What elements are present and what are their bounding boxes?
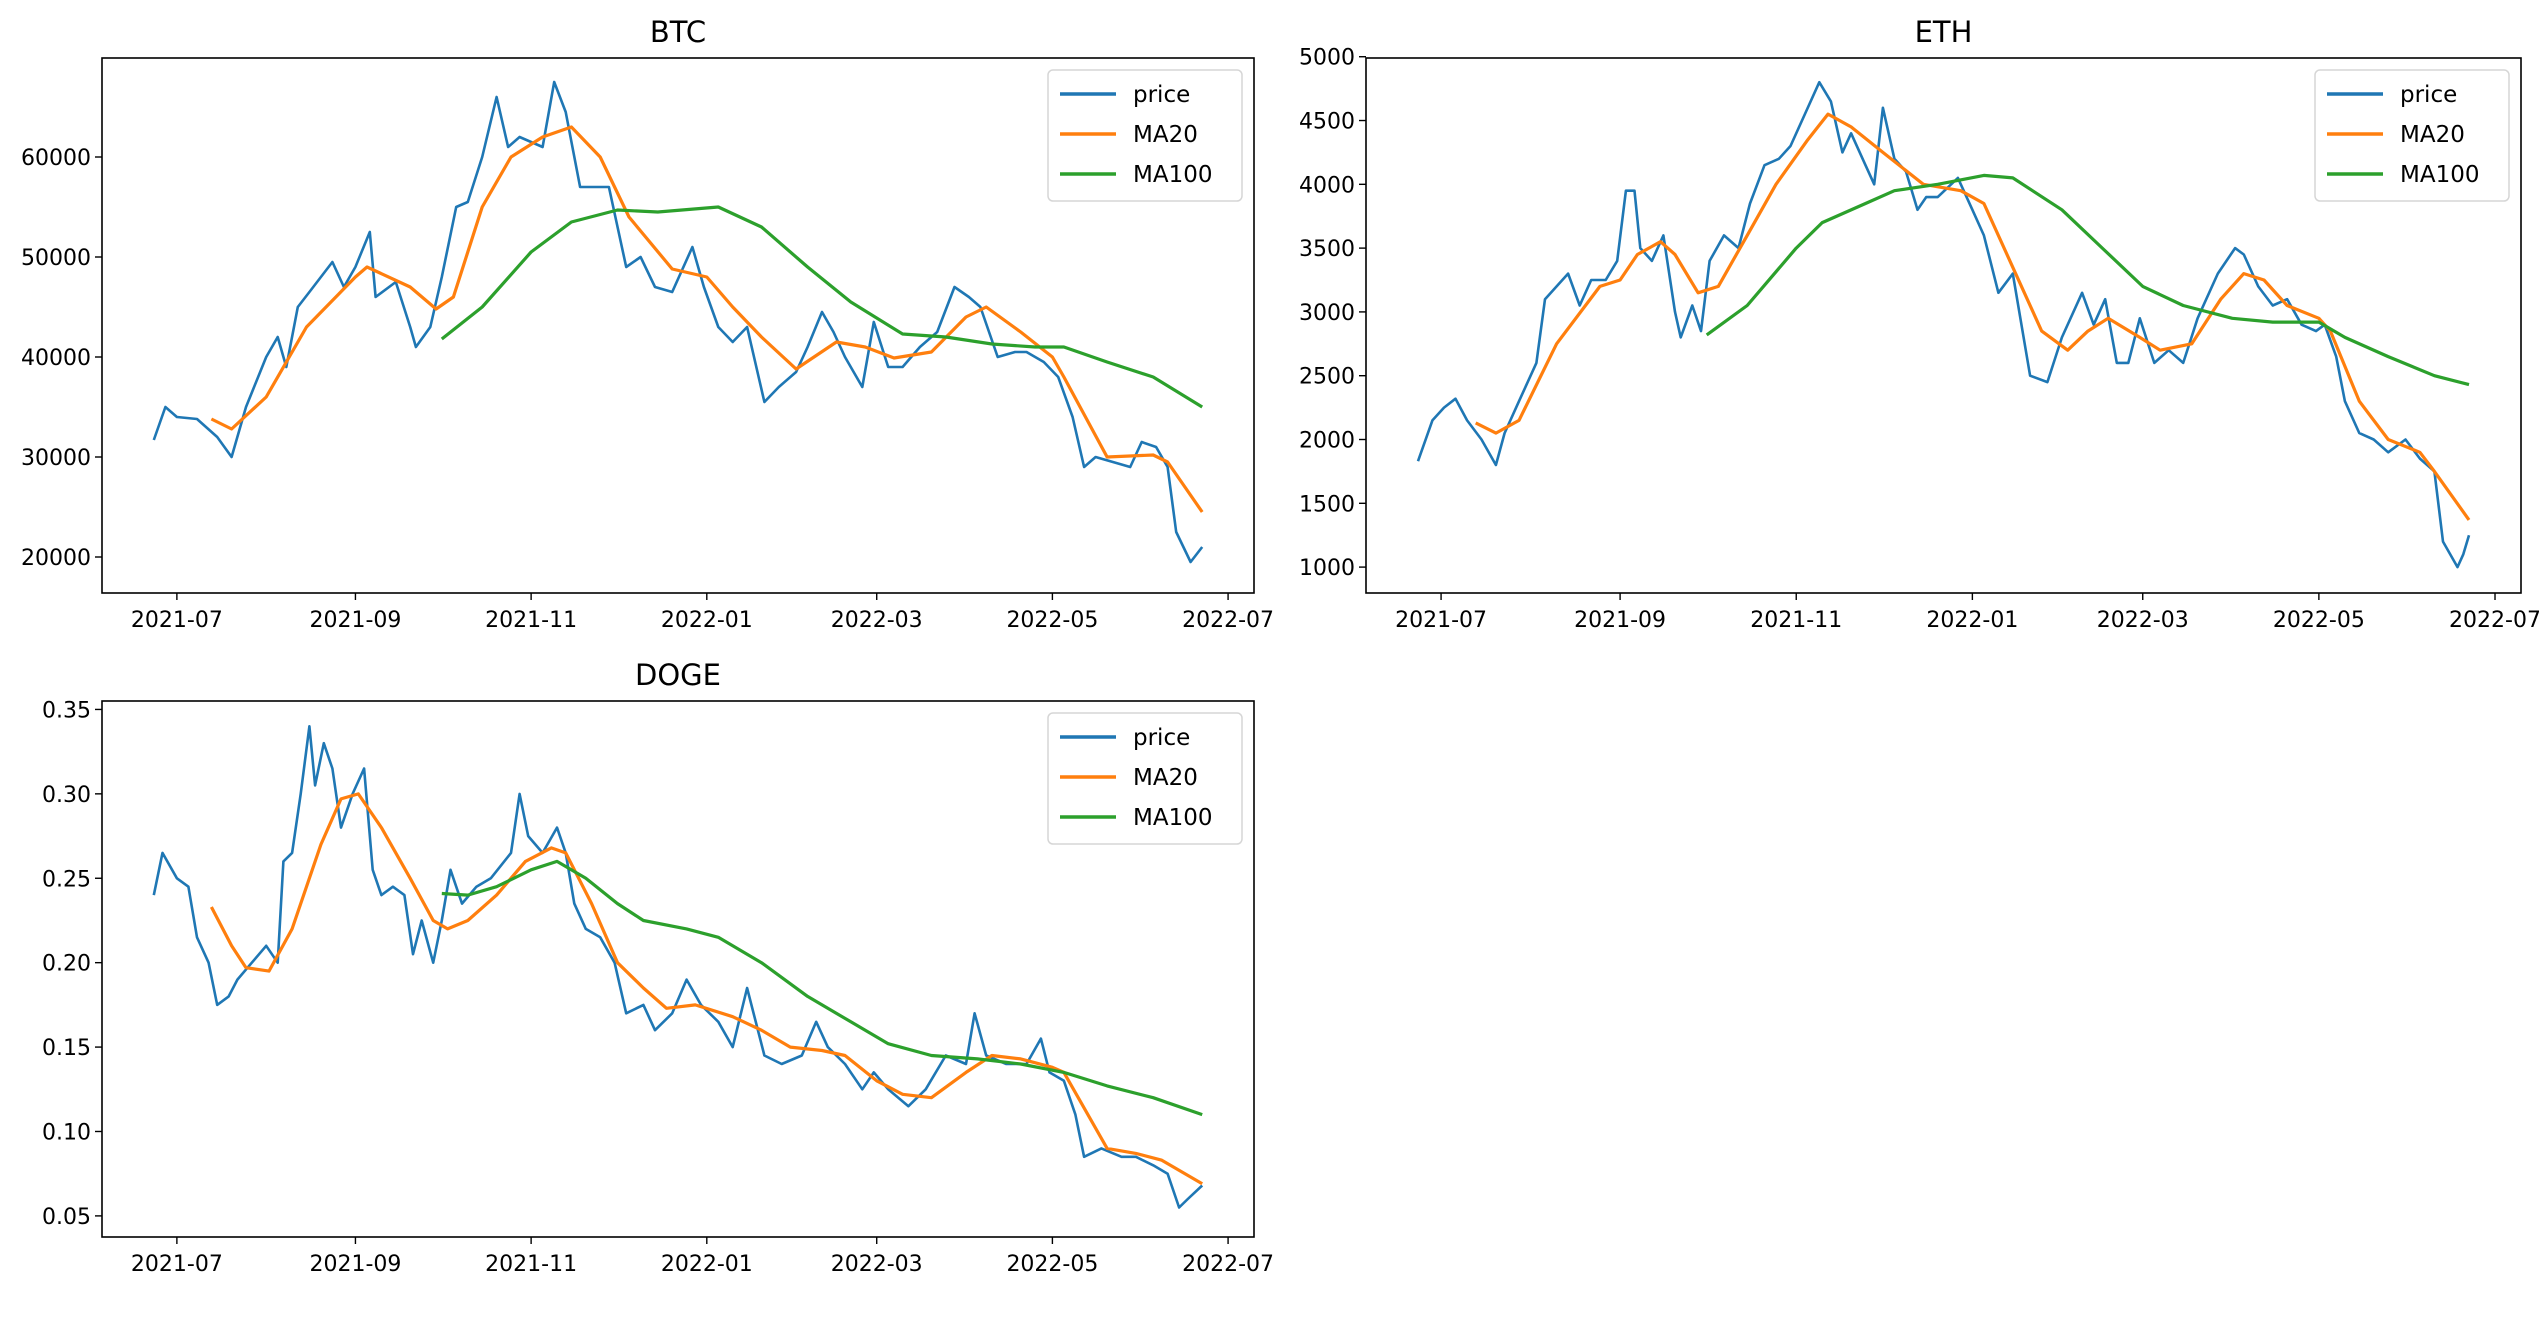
x-tick-label: 2021-09: [309, 608, 401, 633]
subplot-btc: BTC 2021-07 2021-09 2021-11 2022-01 2022-03 20…: [21, 15, 1274, 633]
x-tick-label: 2022-01: [661, 1252, 753, 1277]
y-tick-label: 1000: [1299, 556, 1355, 581]
legend-label: price: [1133, 82, 1190, 108]
x-tick-label: 2022-03: [831, 608, 923, 633]
series-line-price: [152, 80, 1204, 564]
y-tick-label: 0.30: [42, 783, 91, 808]
y-tick-label: 0.10: [42, 1120, 91, 1145]
x-tick-label: 2022-01: [661, 608, 753, 633]
y-tick-label: 60000: [21, 146, 91, 171]
x-tick-label: 2022-05: [1006, 608, 1098, 633]
x-tick-label: 2021-07: [131, 1252, 223, 1277]
y-tick-label: 20000: [21, 546, 91, 571]
x-tick-label: 2022-03: [2097, 608, 2189, 633]
legend-label: MA20: [1133, 122, 1198, 148]
x-tick-label: 2022-07: [1182, 1252, 1274, 1277]
x-tick-label: 2022-07: [2449, 608, 2539, 633]
y-tick-label: 2000: [1299, 429, 1355, 454]
x-tick-label: 2021-07: [131, 608, 223, 633]
x-tick-label: 2022-07: [1182, 608, 1274, 633]
axes-frame: [101, 57, 1255, 594]
legend-label: MA20: [1133, 765, 1198, 791]
y-tick-label: 0.25: [42, 867, 91, 892]
y-tick-label: 3500: [1299, 237, 1355, 262]
chart-title: DOGE: [635, 658, 721, 692]
y-tick-label: 50000: [21, 246, 91, 271]
legend: price MA20 MA100: [1047, 69, 1243, 202]
y-tick-label: 0.15: [42, 1036, 91, 1061]
series-line-ma100: [1705, 173, 2470, 387]
series-line-ma100: [441, 859, 1203, 1117]
x-tick-label: 2021-09: [309, 1252, 401, 1277]
y-tick-label: 40000: [21, 346, 91, 371]
y-tick-label: 0.05: [42, 1205, 91, 1230]
y-tick-label: 1500: [1299, 492, 1355, 517]
legend: price MA20 MA100: [2314, 69, 2510, 202]
x-tick-label: 2022-03: [831, 1252, 923, 1277]
x-tick-label: 2022-01: [1926, 608, 2018, 633]
y-tick-label: 3000: [1299, 301, 1355, 326]
legend-label: price: [1133, 725, 1190, 751]
x-tick-label: 2021-09: [1574, 608, 1666, 633]
legend-frame: [2314, 69, 2510, 202]
subplot-eth: ETH 2021-07 2021-09 2021-11 2022-01 2022-03 20…: [1299, 15, 2539, 633]
legend-label: MA100: [2400, 162, 2479, 188]
axes-frame: [1365, 57, 2522, 594]
axes-frame: [101, 700, 1255, 1238]
x-tick-label: 2021-11: [1750, 608, 1842, 633]
x-tick-label: 2021-11: [485, 608, 577, 633]
x-tick-label: 2021-07: [1395, 608, 1487, 633]
series-line-price: [152, 725, 1204, 1209]
legend-label: MA100: [1133, 162, 1212, 188]
y-tick-label: 2500: [1299, 365, 1355, 390]
y-tick-label: 4500: [1299, 110, 1355, 135]
series-line-ma100: [440, 205, 1204, 409]
y-tick-label: 4000: [1299, 173, 1355, 198]
series-line-ma20: [210, 125, 1204, 513]
legend-label: MA20: [2400, 122, 2465, 148]
chart-title: ETH: [1915, 15, 1973, 49]
chart-title: BTC: [650, 15, 706, 49]
series-line-ma20: [1474, 112, 2471, 521]
x-tick-label: 2022-05: [1006, 1252, 1098, 1277]
y-tick-label: 30000: [21, 446, 91, 471]
x-tick-label: 2021-11: [485, 1252, 577, 1277]
legend-frame: [1047, 712, 1243, 845]
legend-label: price: [2400, 82, 2457, 108]
series-line-ma20: [209, 792, 1204, 1186]
y-tick-label: 5000: [1299, 46, 1355, 71]
legend-frame: [1047, 69, 1243, 202]
x-tick-label: 2022-05: [2273, 608, 2365, 633]
series-line-price: [1416, 80, 2471, 569]
y-tick-label: 0.20: [42, 952, 91, 977]
subplot-doge: DOGE 2021-07 2021-09 2021-11 2022-01 2022-03 2…: [42, 658, 1274, 1277]
legend: price MA20 MA100: [1047, 712, 1243, 845]
y-tick-label: 0.35: [42, 698, 91, 723]
legend-label: MA100: [1133, 805, 1212, 831]
